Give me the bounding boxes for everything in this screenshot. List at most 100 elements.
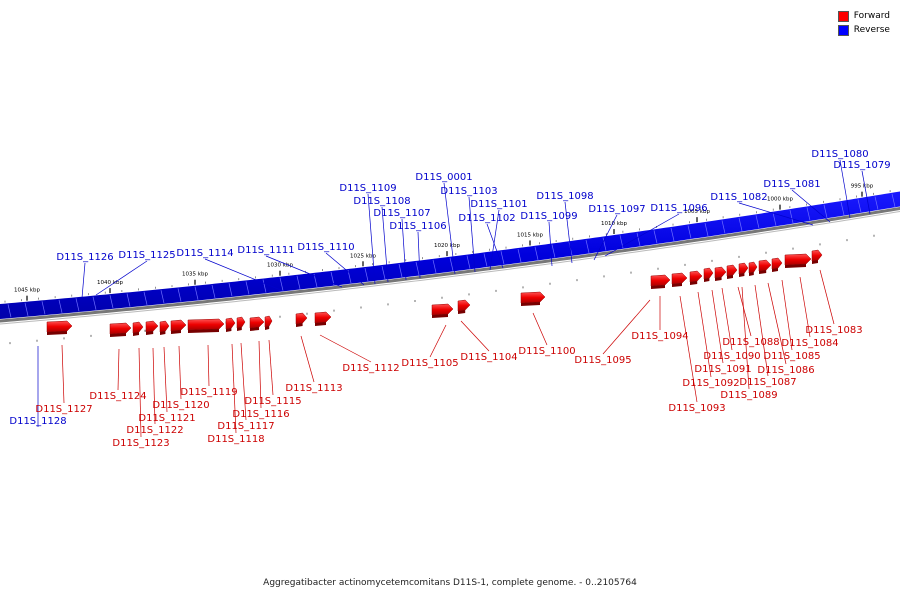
forward-gene-shadow [315, 322, 326, 326]
reverse-gene-segment [466, 255, 471, 269]
label-leader-line [489, 209, 500, 271]
forward-gene-shadow [672, 283, 682, 287]
label-leader-line [381, 206, 389, 283]
label-leader-line [460, 320, 490, 352]
forward-gene-arrow [689, 270, 703, 283]
label-leader-line [443, 182, 456, 275]
forward-gene-shadow [265, 326, 270, 330]
forward-gene-shadow [133, 332, 139, 336]
reverse-gene-segment [534, 246, 539, 260]
forward-gene-shadow [812, 260, 818, 264]
gene-label: D11S_1083 [805, 325, 862, 336]
reverse-gene-segment [160, 290, 165, 304]
gene-label: D11S_1085 [763, 351, 820, 362]
reverse-gene-segment [857, 199, 862, 213]
gene-label: D11S_1115 [244, 396, 301, 407]
label-leader-line [207, 344, 210, 387]
label-leader-line [593, 214, 618, 261]
label-leader-line [319, 334, 372, 363]
forward-gene-shadow [432, 314, 448, 318]
forward-gene-arrow [784, 253, 812, 266]
tick-label: 995 kbp [851, 184, 874, 190]
label-leader-line [604, 213, 680, 257]
forward-gene-arrow [520, 291, 546, 304]
label-leader-line [178, 345, 182, 400]
reverse-gene-segment [75, 298, 80, 312]
tick-label: 1015 kbp [517, 232, 543, 238]
gene-label: D11S_1082 [710, 192, 767, 203]
gene-label: D11S_1114 [176, 248, 233, 259]
forward-gene-shadow [785, 264, 806, 268]
reverse-gene-segment [670, 227, 675, 242]
reverse-gene-segment [823, 204, 828, 218]
gene-label: D11S_1084 [781, 338, 838, 349]
forward-gene-shadow [226, 328, 232, 332]
forward-gene-shadow [250, 327, 259, 331]
label-leader-line [138, 347, 142, 438]
gene-label: D11S_1098 [536, 191, 593, 202]
label-leader-line [163, 346, 168, 413]
gene-label: D11S_1106 [389, 221, 446, 232]
forward-gene-shadow [749, 272, 754, 276]
label-leader-line [548, 221, 553, 267]
gene-label: D11S_1095 [574, 355, 631, 366]
label-leader-line [532, 312, 548, 346]
reverse-gene-segment [585, 239, 590, 253]
forward-gene-arrow [109, 322, 132, 335]
gene-label: D11S_1111 [237, 245, 294, 256]
gene-label: D11S_1080 [811, 149, 868, 160]
label-leader-line [429, 324, 447, 358]
gene-label: D11S_1112 [342, 363, 399, 374]
forward-gene-arrow [225, 317, 236, 330]
reverse-gene-segment [7, 304, 12, 318]
forward-gene-arrow [738, 262, 749, 275]
legend-item-reverse: Reverse [837, 23, 890, 37]
gene-label: D11S_1089 [720, 390, 777, 401]
reverse-gene-segment [143, 291, 148, 305]
forward-gene-shadow [171, 330, 181, 334]
gene-labels: D11S_1080D11S_1079D11S_1081D11S_1082D11S… [9, 149, 890, 449]
gene-label: D11S_1091 [694, 364, 751, 375]
label-leader-line [367, 193, 376, 285]
gene-label: D11S_1108 [353, 196, 410, 207]
reverse-gene-segment [755, 215, 760, 229]
label-leader-line [152, 347, 156, 425]
forward-gene-arrow [314, 311, 332, 324]
gene-label: D11S_1101 [470, 199, 527, 210]
reverse-gene-segment [41, 301, 46, 315]
gene-label: D11S_1128 [9, 416, 66, 427]
gene-label: D11S_1105 [401, 358, 458, 369]
legend-reverse-label: Reverse [853, 25, 890, 35]
gene-label: D11S_1116 [232, 409, 289, 420]
tick-label: 1005 kbp [684, 209, 710, 215]
label-leader-line [61, 344, 65, 404]
label-leader-line [258, 340, 262, 409]
reverse-gene-segment [738, 217, 743, 231]
label-leader-line [81, 262, 86, 299]
tick-label: 1010 kbp [601, 221, 627, 227]
tick-label: 1030 kbp [267, 263, 293, 269]
reverse-gene-segment [330, 271, 335, 286]
backbone-line [0, 206, 900, 323]
reverse-gene-segment [245, 281, 250, 295]
reverse-gene-segment [653, 230, 658, 244]
genome-backbone [0, 191, 900, 325]
label-leader-line [861, 170, 871, 215]
gene-label: D11S_1102 [458, 213, 515, 224]
label-leader-line [711, 289, 724, 364]
forward-gene-shadow [704, 278, 710, 282]
reverse-gene-segment [772, 212, 777, 226]
forward-gene-arrow [46, 320, 73, 333]
legend: Forward Reverse [837, 9, 890, 37]
gene-label: D11S_1109 [339, 183, 396, 194]
label-leader-line [754, 284, 769, 377]
gene-label: D11S_1122 [126, 425, 183, 436]
reverse-gene-segment [415, 261, 420, 276]
scale-ticks: 1045 kbp 1040 kbp 1035 kbp 1030 kbp 1025 kbp… [4, 184, 891, 345]
label-leader-line [265, 255, 343, 288]
reverse-swatch [837, 24, 849, 36]
forward-gene-arrow [811, 249, 823, 262]
label-leader-line [117, 348, 120, 391]
gene-label: D11S_1117 [217, 421, 274, 432]
forward-gene-arrow [295, 312, 308, 325]
